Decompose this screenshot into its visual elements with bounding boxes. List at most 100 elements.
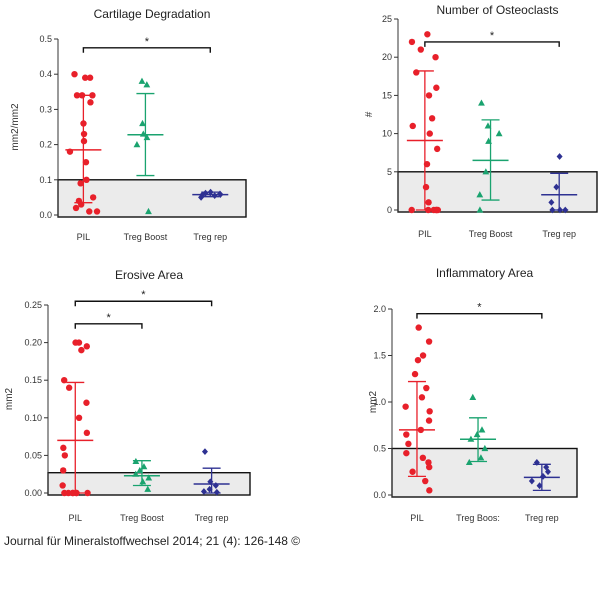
data-point (422, 477, 429, 485)
data-point (139, 478, 147, 485)
data-point (61, 452, 69, 459)
data-point (78, 346, 85, 354)
data-point (89, 194, 97, 201)
y-tick-label: 0.0 (39, 210, 52, 220)
data-point (432, 54, 439, 61)
data-point (476, 191, 484, 198)
data-point (419, 352, 427, 359)
data-point (77, 180, 84, 187)
y-tick-label: 0.15 (24, 375, 42, 385)
y-axis-label: # (364, 111, 375, 117)
data-point (425, 338, 433, 345)
series-treg-rep (192, 188, 229, 201)
y-tick-label: 0.0 (373, 490, 386, 500)
series-treg-rep (193, 448, 230, 496)
category-label: PIL (69, 513, 83, 523)
category-label: PIL (418, 229, 432, 239)
category-label: Treg Boost (124, 232, 168, 242)
y-tick-label: 2.0 (373, 304, 386, 314)
y-tick-label: 25 (382, 14, 392, 24)
category-label: PIL (77, 232, 91, 242)
significance-star: * (141, 289, 146, 301)
category-label: PIL (410, 513, 424, 523)
significance-star: * (477, 302, 482, 314)
data-point (83, 176, 90, 183)
data-point (59, 482, 66, 489)
data-point (83, 429, 91, 437)
data-point (548, 198, 555, 206)
y-tick-label: 0.5 (39, 34, 52, 44)
category-label: Treg rep (525, 513, 559, 523)
series-treg-rep (541, 153, 578, 214)
data-point (484, 122, 492, 129)
category-label: Treg Boos: (456, 513, 500, 523)
data-point (71, 71, 78, 78)
data-point (144, 485, 152, 492)
data-point (476, 206, 484, 213)
data-point (405, 440, 412, 448)
journal-credit: Journal für Mineralstoffwechsel 2014; 21… (4, 534, 301, 548)
y-axis-label: mm2 (368, 390, 379, 413)
data-point (139, 119, 146, 127)
data-point (82, 159, 90, 166)
y-tick-label: 0.4 (39, 69, 52, 79)
data-point (84, 489, 91, 497)
chart-number-of-osteoclasts: Number of Osteoclasts 0 5 10 15 20 25 # PIL Treg … (364, 3, 598, 239)
chart-cartilage-degradation: Cartilage Degradation 0.0 0.1 0.2 0.3 0.4 0.5 m… (10, 7, 247, 242)
data-point (425, 92, 433, 99)
data-point (89, 92, 96, 99)
data-point (61, 489, 68, 497)
y-tick-label: 1.5 (373, 351, 386, 361)
data-point (60, 444, 67, 452)
data-point (415, 324, 422, 331)
data-point (59, 467, 67, 474)
data-point (83, 399, 90, 406)
series-treg-boost (472, 99, 509, 213)
series-treg-boost (127, 77, 164, 215)
y-tick-label: 0.25 (24, 300, 42, 310)
data-point (72, 339, 79, 346)
data-point (419, 454, 427, 461)
data-point (422, 183, 430, 191)
data-point (417, 46, 425, 53)
y-axis-label: mm2/mm2 (10, 103, 21, 151)
data-point (213, 488, 220, 496)
data-point (423, 384, 430, 392)
data-point (428, 115, 436, 122)
data-point (413, 69, 420, 76)
y-tick-label: 0 (387, 205, 392, 215)
data-point (143, 81, 151, 88)
data-point (403, 431, 410, 438)
significance-star: * (490, 30, 495, 42)
y-tick-label: 1.0 (373, 397, 386, 407)
y-tick-label: 15 (382, 90, 392, 100)
y-tick-label: 0.3 (39, 104, 52, 114)
data-point (556, 153, 563, 160)
data-point (65, 384, 73, 391)
data-point (425, 417, 433, 424)
significance-star: * (106, 312, 111, 324)
y-tick-label: 20 (382, 52, 392, 62)
series-treg-boost (123, 457, 160, 492)
y-tick-label: 0.00 (24, 488, 42, 498)
data-point (481, 444, 489, 452)
data-point (473, 430, 481, 438)
data-point (424, 31, 431, 38)
data-point (81, 74, 89, 81)
data-point (75, 414, 83, 421)
data-point (145, 474, 153, 481)
data-point (477, 454, 485, 461)
y-tick-label: 0.10 (24, 413, 42, 423)
data-point (93, 208, 101, 215)
data-point (433, 84, 440, 91)
data-point (60, 377, 68, 384)
data-point (545, 468, 552, 476)
series-pil (57, 339, 94, 497)
chart-inflammatory-area: Inflammatory Area 0.0 0.5 1.0 1.5 2.0 mm2 PIL Tr… (368, 266, 578, 523)
data-point (80, 130, 88, 138)
data-point (411, 370, 419, 378)
data-point (409, 122, 416, 130)
data-point (145, 207, 152, 215)
data-point (201, 448, 208, 456)
data-point (426, 487, 433, 494)
